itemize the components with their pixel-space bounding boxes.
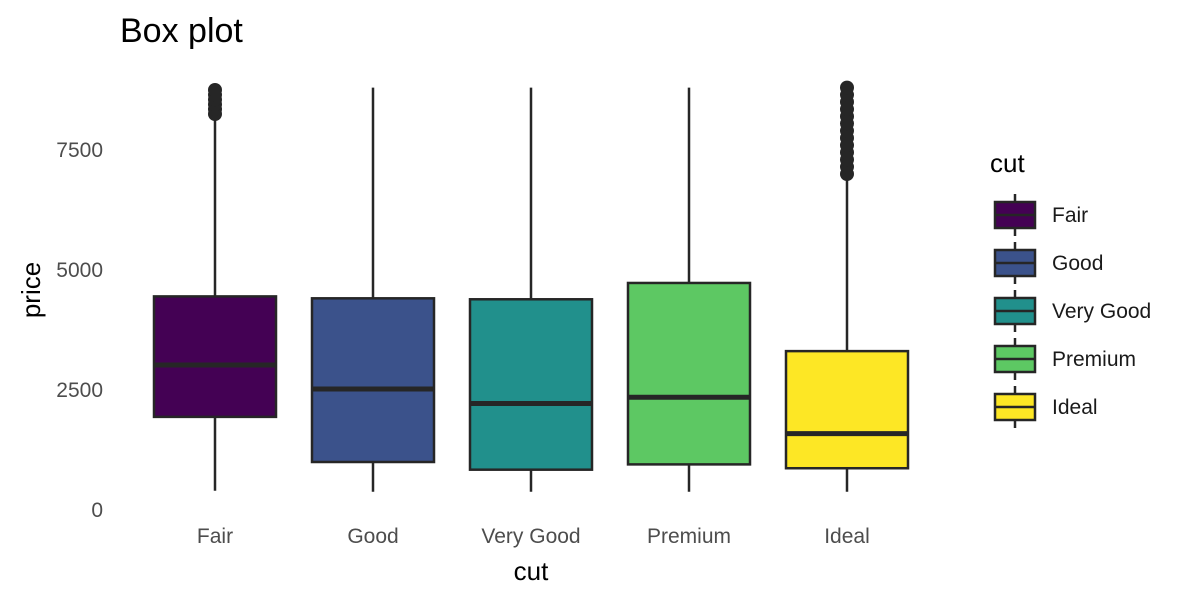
legend-item: Ideal — [993, 386, 1098, 428]
x-tick-label: Fair — [197, 525, 233, 548]
y-tick-label: 5000 — [56, 259, 103, 282]
legend-title: cut — [990, 148, 1025, 178]
legend-label: Very Good — [1052, 300, 1151, 323]
y-tick-label: 2500 — [56, 379, 103, 402]
x-tick-label: Good — [347, 525, 398, 548]
legend-label: Good — [1052, 252, 1103, 275]
box-body — [152, 295, 278, 419]
box-body — [468, 298, 594, 471]
legend-items: Fair Good Very Good Premium Ideal — [993, 194, 1151, 428]
legend-item: Fair — [993, 194, 1088, 236]
y-axis-title: price — [16, 262, 46, 318]
box-series — [152, 80, 910, 492]
x-axis-title: cut — [514, 556, 549, 586]
outlier-point — [840, 80, 854, 95]
box-body — [310, 297, 436, 464]
x-tick-label: Premium — [647, 525, 731, 548]
box-premium — [626, 87, 752, 492]
legend-item: Very Good — [993, 290, 1151, 332]
box-ideal — [784, 80, 910, 492]
outlier-point — [208, 83, 222, 97]
legend-item: Good — [993, 242, 1103, 284]
x-tick-label: Very Good — [481, 525, 580, 548]
y-tick-label: 7500 — [56, 139, 103, 162]
box-body — [626, 281, 752, 466]
legend: cut Fair Good Very Good Premium Ideal — [990, 148, 1151, 428]
box-good — [310, 87, 436, 492]
legend-label: Premium — [1052, 348, 1136, 371]
box-very-good — [468, 87, 594, 492]
legend-label: Ideal — [1052, 396, 1098, 419]
legend-item: Premium — [993, 338, 1136, 380]
box-body — [784, 349, 910, 470]
x-tick-label: Ideal — [824, 525, 870, 548]
legend-label: Fair — [1052, 204, 1088, 227]
y-tick-label: 0 — [91, 499, 103, 522]
box-fair — [152, 83, 278, 491]
y-axis-ticks: 0 2500 5000 7500 — [56, 139, 103, 522]
x-axis-ticks: Fair Good Very Good Premium Ideal — [197, 525, 870, 548]
chart-title: Box plot — [120, 12, 243, 50]
